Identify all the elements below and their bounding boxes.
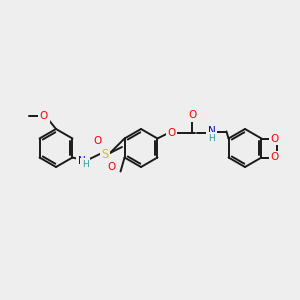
Text: H: H [208,134,215,143]
Text: O: O [167,128,175,137]
Text: O: O [94,136,102,146]
Text: O: O [108,162,116,172]
Text: O: O [188,110,196,121]
Text: N: N [78,155,85,166]
Text: H: H [82,160,89,169]
Text: O: O [270,152,279,163]
Text: S: S [101,148,109,160]
Text: N: N [208,127,215,136]
Text: O: O [270,134,279,143]
Text: O: O [40,111,48,121]
